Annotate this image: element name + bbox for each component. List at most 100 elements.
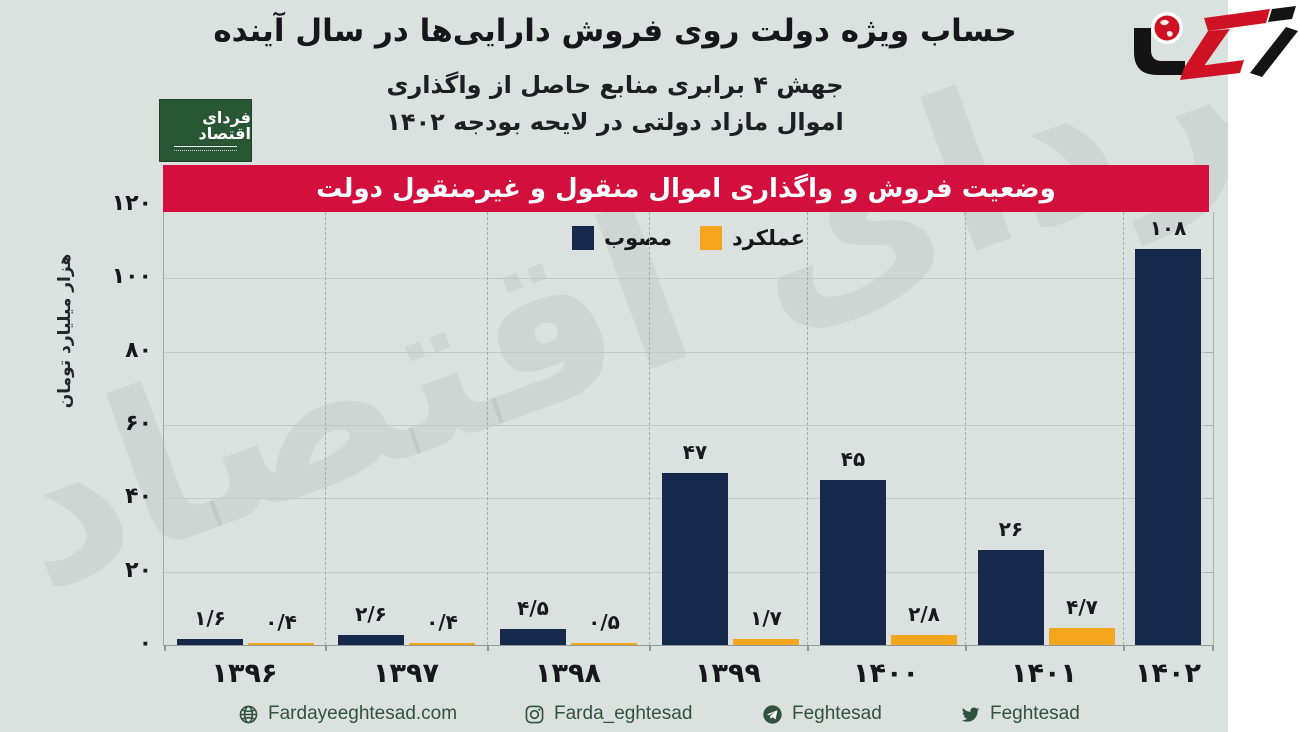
bar-performance-1401 bbox=[1049, 627, 1115, 645]
bar-performance-1396 bbox=[248, 643, 314, 645]
category-separator bbox=[325, 212, 326, 645]
publisher-logo: فردای اقتصاد bbox=[159, 99, 252, 162]
rokna-red-diagonal bbox=[1184, 29, 1230, 68]
legend-item-performance: عملکرد bbox=[699, 226, 806, 250]
right-tick bbox=[1205, 425, 1213, 426]
bar-value-label: ۴/۵ bbox=[517, 595, 549, 620]
right-tick bbox=[1205, 351, 1213, 353]
rokna-red-bottom-bar bbox=[1180, 60, 1244, 80]
bar-value-label: ۴۵ bbox=[840, 447, 866, 471]
publisher-logo-text: فردای اقتصاد bbox=[198, 108, 251, 143]
footer-item-label: Feghtesad bbox=[990, 703, 1080, 724]
category-separator bbox=[807, 212, 808, 645]
x-axis-label-1398: ۱۳۹۸ bbox=[535, 658, 601, 689]
bar-value-label: ۱/۷ bbox=[750, 605, 782, 630]
bar-performance-1400 bbox=[891, 634, 957, 645]
gridline-y-100 bbox=[164, 278, 1213, 280]
bar-value-label: ۰/۴ bbox=[426, 610, 458, 634]
legend-label: عملکرد bbox=[731, 226, 806, 250]
bar-approved-1396 bbox=[177, 639, 243, 645]
legend-label: مصوب bbox=[603, 226, 672, 250]
category-separator bbox=[965, 212, 966, 645]
footer-item-telegram[interactable]: Feghtesad bbox=[762, 703, 882, 725]
twitter-icon bbox=[960, 704, 981, 725]
right-tick bbox=[1205, 571, 1213, 573]
bar-value-label: ۰/۵ bbox=[588, 610, 620, 634]
rokna-black-slash bbox=[1250, 27, 1298, 77]
rokna-black-top-tip bbox=[1268, 6, 1296, 22]
x-axis-label-1400: ۱۴۰۰ bbox=[853, 658, 919, 689]
chart-panel: فردای اقتصاد حساب ویژه دولت روی فروش دار… bbox=[0, 0, 1228, 732]
bar-approved-1402 bbox=[1135, 249, 1201, 645]
bar-approved-1398 bbox=[500, 628, 566, 645]
y-tick-label-20: ۲۰ bbox=[125, 557, 152, 583]
legend-swatch-icon bbox=[571, 226, 594, 250]
category-separator bbox=[649, 212, 650, 645]
plot-area: مصوب عملکرد ۱/۶ ۰/۴ ۱۳۹۶ ۲/۶ ۰/۴ ۱۳۹۷ ۴/۵ ۰/۵ ۱۳۹… bbox=[163, 212, 1214, 689]
right-tick bbox=[1205, 498, 1213, 500]
bar-approved-1400 bbox=[820, 480, 886, 645]
x-axis-tick bbox=[164, 645, 166, 651]
bar-approved-1397 bbox=[338, 635, 404, 645]
rokna-logo-letter bbox=[1134, 28, 1185, 75]
y-axis-title: هزار میلیارد تومان bbox=[55, 253, 75, 409]
rokna-globe-land bbox=[1160, 19, 1173, 37]
x-axis-label-1401: ۱۴۰۱ bbox=[1011, 658, 1077, 689]
x-axis-label-1402: ۱۴۰۲ bbox=[1135, 658, 1201, 689]
x-axis-tick bbox=[487, 645, 489, 651]
chart-title-banner: وضعیت فروش و واگذاری اموال منقول و غیرمن… bbox=[163, 165, 1209, 212]
instagram-icon bbox=[524, 704, 545, 725]
category-separator bbox=[487, 212, 488, 645]
x-axis-label-1396: ۱۳۹۶ bbox=[211, 658, 278, 689]
bar-approved-1401 bbox=[978, 549, 1044, 645]
globe-icon bbox=[238, 704, 259, 725]
rokna-red-top-bar bbox=[1204, 9, 1270, 31]
bar-value-label: ۱/۶ bbox=[194, 606, 226, 631]
bar-value-label: ۰/۴ bbox=[265, 610, 297, 634]
subtitle-line-2: اموال مازاد دولتی در لایحه بودجه ۱۴۰۲ bbox=[386, 108, 844, 136]
page-title: حساب ویژه دولت روی فروش دارایی‌ها در سال… bbox=[213, 13, 1017, 49]
y-tick-label-0: ۰ bbox=[138, 631, 152, 656]
x-axis-tick bbox=[807, 645, 809, 651]
x-axis-tick bbox=[325, 645, 327, 651]
bar-value-label: ۴۷ bbox=[682, 439, 708, 464]
y-tick-label-120: ۱۲۰ bbox=[111, 191, 152, 217]
bar-value-label: ۲/۶ bbox=[355, 602, 387, 627]
legend-item-approved: مصوب bbox=[571, 226, 672, 250]
footer-item-twitter[interactable]: Feghtesad bbox=[960, 703, 1080, 725]
rokna-globe-icon bbox=[1154, 15, 1180, 41]
y-tick-label-80: ۸۰ bbox=[125, 337, 152, 363]
footer-item-globe[interactable]: Fardayeeghtesad.com bbox=[238, 703, 457, 725]
legend-swatch-icon bbox=[699, 226, 722, 250]
right-tick bbox=[1205, 278, 1213, 280]
bar-value-label: ۲/۸ bbox=[908, 601, 940, 626]
subtitle-line-1: جهش ۴ برابری منابع حاصل از واگذاری bbox=[386, 71, 844, 99]
y-tick-label-100: ۱۰۰ bbox=[111, 264, 152, 290]
footer-item-label: Fardayeeghtesad.com bbox=[268, 703, 458, 724]
bar-value-label: ۴/۷ bbox=[1066, 594, 1098, 619]
bar-approved-1399 bbox=[662, 472, 728, 645]
x-axis-label-1397: ۱۳۹۷ bbox=[373, 658, 439, 689]
x-axis-tick bbox=[1212, 645, 1214, 651]
y-tick-label-60: ۶۰ bbox=[125, 411, 152, 436]
bar-value-label: ۲۶ bbox=[998, 516, 1024, 541]
footer-item-label: Farda_eghtesad bbox=[554, 703, 693, 724]
x-axis-tick bbox=[965, 645, 967, 651]
x-axis-tick bbox=[1123, 645, 1125, 651]
gridline-y-60 bbox=[164, 425, 1213, 426]
publisher-logo-tagline bbox=[173, 146, 238, 151]
category-separator bbox=[1123, 212, 1124, 645]
footer-item-instagram[interactable]: Farda_eghtesad bbox=[524, 703, 692, 725]
rokna-logo bbox=[1134, 6, 1298, 80]
bar-performance-1398 bbox=[571, 643, 637, 645]
footer-item-label: Feghtesad bbox=[792, 703, 882, 724]
gridline-y-80 bbox=[164, 351, 1213, 353]
bar-performance-1399 bbox=[733, 638, 799, 645]
x-axis-label-1399: ۱۳۹۹ bbox=[695, 658, 761, 689]
chart-title: وضعیت فروش و واگذاری اموال منقول و غیرمن… bbox=[316, 173, 1056, 204]
telegram-icon bbox=[762, 704, 783, 725]
x-axis-tick bbox=[649, 645, 651, 651]
chart-legend: مصوب عملکرد bbox=[164, 226, 1213, 250]
bar-value-label: ۱۰۸ bbox=[1149, 216, 1187, 241]
